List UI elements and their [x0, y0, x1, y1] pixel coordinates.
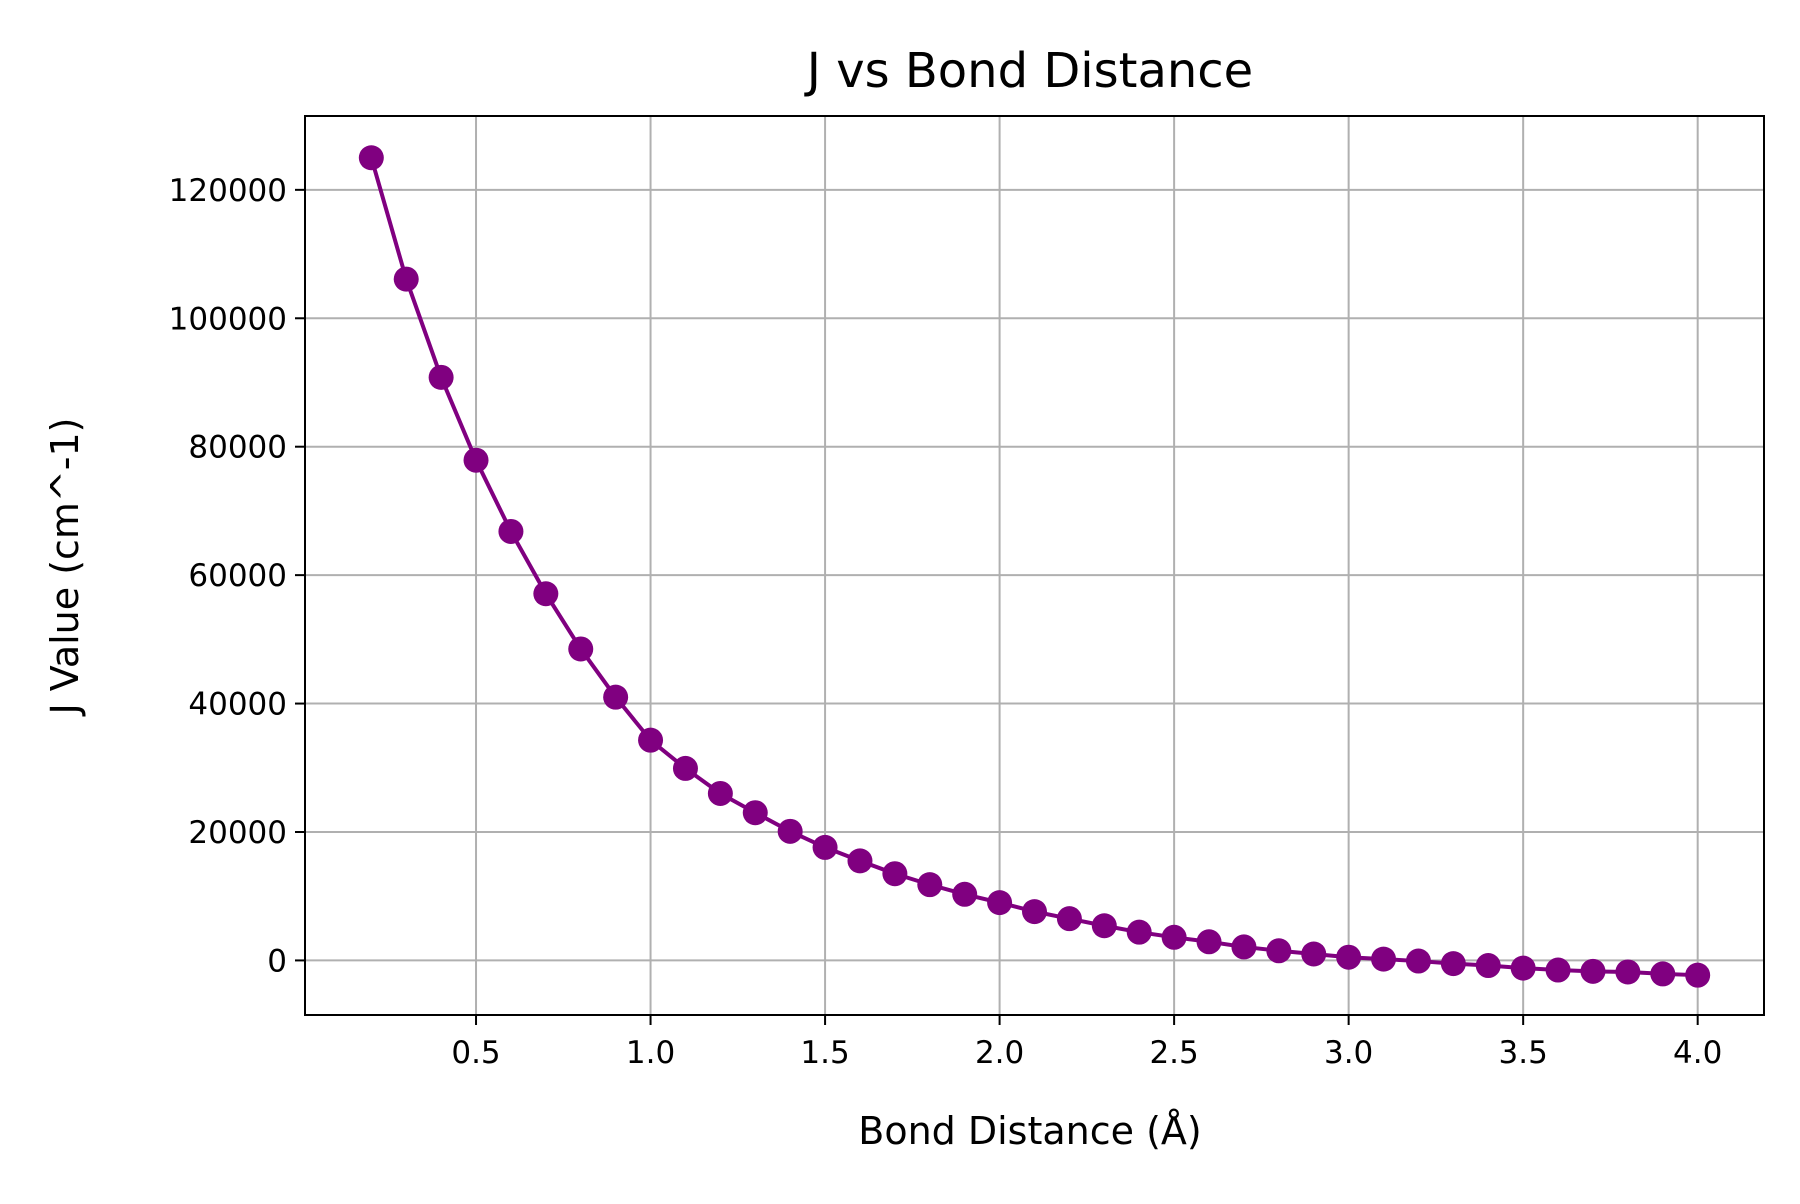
data-point — [568, 636, 594, 662]
x-tick-label: 3.0 — [1324, 1035, 1373, 1071]
data-point — [1580, 958, 1606, 984]
data-point — [707, 780, 733, 806]
data-point — [498, 518, 524, 544]
data-point — [1615, 959, 1641, 985]
data-point — [428, 364, 454, 390]
y-tick-label: 60000 — [188, 558, 287, 594]
x-axis-label: Bond Distance (Å) — [858, 1109, 1201, 1153]
data-point — [1650, 961, 1676, 987]
data-point — [358, 145, 384, 171]
data-point — [1266, 938, 1292, 964]
x-tick-label: 1.5 — [800, 1035, 849, 1071]
data-point — [1685, 962, 1711, 988]
data-point — [1336, 944, 1362, 970]
data-point — [638, 727, 664, 753]
y-tick-label: 80000 — [188, 430, 287, 466]
data-point — [603, 684, 629, 710]
data-point — [463, 447, 489, 473]
data-point — [882, 861, 908, 887]
data-point — [1475, 953, 1501, 979]
x-tick-label: 1.0 — [626, 1035, 675, 1071]
plot-frame — [304, 115, 1765, 1016]
data-point — [1056, 906, 1082, 932]
data-point — [1405, 948, 1431, 974]
x-tick-label: 2.5 — [1149, 1035, 1198, 1071]
x-tick-label: 2.0 — [975, 1035, 1024, 1071]
x-tick-label: 4.0 — [1673, 1035, 1722, 1071]
data-point — [1196, 929, 1222, 955]
data-point — [777, 818, 803, 844]
data-point — [1440, 951, 1466, 977]
data-point — [1022, 899, 1047, 925]
data-point — [1161, 924, 1187, 950]
chart-title: J vs Bond Distance — [804, 43, 1253, 99]
data-point — [1301, 941, 1327, 967]
data-point — [1545, 957, 1571, 983]
y-tick-label: 20000 — [188, 815, 287, 851]
data-point — [847, 848, 873, 874]
y-tick-label: 120000 — [169, 173, 287, 209]
data-point — [917, 872, 943, 898]
data-points — [358, 145, 1711, 988]
data-point — [1126, 919, 1152, 945]
y-axis-label: J Value (cm^-1) — [43, 417, 87, 716]
data-point — [1510, 955, 1536, 981]
data-point — [533, 581, 559, 607]
data-point — [1091, 913, 1117, 939]
data-point — [987, 890, 1013, 916]
data-point — [812, 834, 838, 860]
data-point — [393, 266, 419, 292]
y-tick-label: 40000 — [188, 687, 287, 723]
data-point — [952, 881, 978, 907]
data-point — [1371, 946, 1397, 972]
data-point — [672, 755, 698, 781]
gridlines — [305, 116, 1764, 1015]
y-tick-label: 0 — [267, 943, 287, 979]
y-tick-label: 100000 — [169, 301, 287, 337]
axis-ticks: 0.5 1.0 1.5 2.0 2.5 3.0 3.5 4.0 0 20000 40000 60000… — [169, 173, 1723, 1071]
x-tick-label: 0.5 — [451, 1035, 500, 1071]
data-point — [742, 800, 768, 826]
x-tick-label: 3.5 — [1499, 1035, 1548, 1071]
data-point — [1231, 934, 1257, 960]
